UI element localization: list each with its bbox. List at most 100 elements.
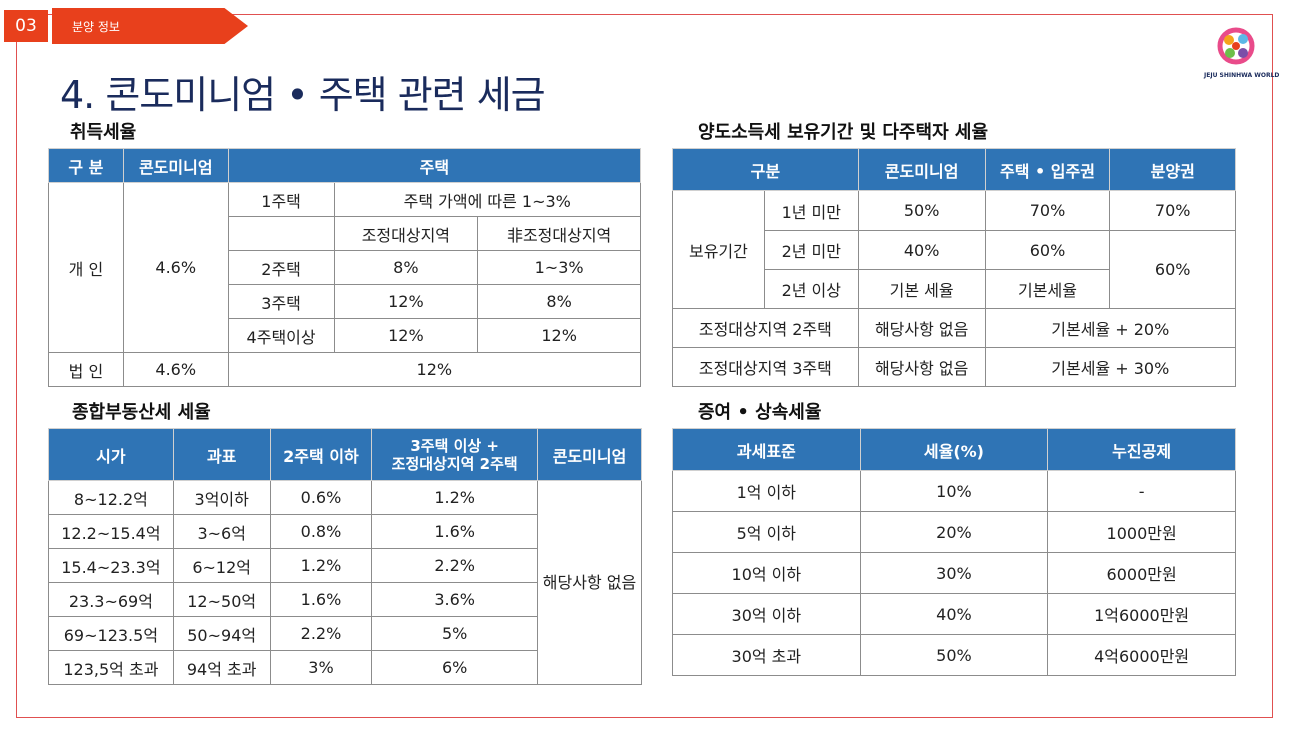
property-tax-table: 시가 과표 2주택 이하 3주택 이상 + 조정대상지역 2주택 콘도미니엄 8… bbox=[48, 428, 643, 685]
gift-tax-table: 과세표준 세율(%) 누진공제 1억 이하 10% - 5억 이하 20% 10… bbox=[672, 428, 1236, 676]
price-range: 8~12.2억 bbox=[48, 480, 174, 515]
house-count-label: 1주택 bbox=[227, 182, 335, 217]
house-rate: 기본세율 + 20% bbox=[984, 308, 1237, 348]
condo-not-applicable: 해당사항 없음 bbox=[536, 480, 643, 685]
header-line: 3주택 이상 + bbox=[410, 436, 499, 455]
col-header-price: 시가 bbox=[48, 428, 174, 481]
house-rate: 70% bbox=[984, 190, 1111, 231]
sub-header-non-adjusted: 非조정대상지역 bbox=[477, 216, 641, 251]
col-header-house: 주택 bbox=[227, 148, 642, 183]
deduction: - bbox=[1047, 470, 1236, 512]
price-range: 15.4~23.3억 bbox=[48, 548, 174, 583]
two-house-rate: 0.8% bbox=[269, 514, 373, 549]
rate-non-adjusted: 1~3% bbox=[477, 250, 641, 285]
tax-base: 6~12억 bbox=[172, 548, 271, 583]
acquisition-tax-table: 구 분 콘도미니엄 주택 개 인 4.6% 1주택 주택 가액에 따른 1~3%… bbox=[48, 148, 642, 387]
house-rate: 기본세율 + 30% bbox=[984, 347, 1237, 387]
two-house-rate: 1.2% bbox=[269, 548, 373, 583]
corporation-house-rate: 12% bbox=[227, 352, 642, 387]
three-house-rate: 6% bbox=[371, 650, 538, 685]
row-label-adjusted-2-houses: 조정대상지역 2주택 bbox=[672, 308, 859, 348]
row-label-adjusted-3-houses: 조정대상지역 3주택 bbox=[672, 347, 859, 387]
one-house-rate: 주택 가액에 따른 1~3% bbox=[333, 182, 641, 217]
three-house-rate: 1.2% bbox=[371, 480, 538, 515]
acquisition-tax-heading: 취득세율 bbox=[70, 122, 137, 143]
col-header-base: 과표 bbox=[172, 428, 271, 481]
rate-adjusted: 12% bbox=[333, 284, 479, 319]
tax-rate: 10% bbox=[859, 470, 1049, 512]
logo-text: JEJU SHINHWA WORLD bbox=[1204, 72, 1280, 79]
corporation-condo-rate: 4.6% bbox=[122, 352, 229, 387]
rate-non-adjusted: 12% bbox=[477, 318, 641, 353]
three-house-rate: 3.6% bbox=[371, 582, 538, 617]
slide-frame bbox=[16, 14, 1273, 718]
tax-base: 3억이하 bbox=[172, 480, 271, 515]
price-range: 123,5억 초과 bbox=[48, 650, 174, 685]
individual-condo-rate: 4.6% bbox=[122, 182, 229, 353]
deduction: 4억6000만원 bbox=[1047, 634, 1236, 676]
row-label-corporation: 법 인 bbox=[48, 352, 124, 387]
col-header-house: 주택 • 입주권 bbox=[984, 148, 1111, 191]
price-range: 23.3~69억 bbox=[48, 582, 174, 617]
deduction: 1억6000만원 bbox=[1047, 593, 1236, 635]
three-house-rate: 5% bbox=[371, 616, 538, 651]
tax-base: 3~6억 bbox=[172, 514, 271, 549]
tax-base: 30억 이하 bbox=[672, 593, 861, 635]
condo-rate: 기본 세율 bbox=[857, 269, 986, 309]
three-house-rate: 1.6% bbox=[371, 514, 538, 549]
page-title: 4. 콘도미니엄 • 주택 관련 세금 bbox=[60, 73, 546, 117]
page-number-badge: 03 bbox=[4, 10, 48, 42]
sub-header-adjusted: 조정대상지역 bbox=[333, 216, 479, 251]
col-header-three-houses: 3주택 이상 + 조정대상지역 2주택 bbox=[371, 428, 538, 481]
house-count-label: 3주택 bbox=[227, 284, 335, 319]
col-header-presale: 분양권 bbox=[1109, 148, 1236, 191]
row-label-holding-period: 보유기간 bbox=[672, 190, 765, 309]
house-count-label: 2주택 bbox=[227, 250, 335, 285]
condo-rate: 40% bbox=[857, 230, 986, 270]
presale-rate: 70% bbox=[1109, 190, 1236, 231]
tax-base: 30억 초과 bbox=[672, 634, 861, 676]
tax-base: 5억 이하 bbox=[672, 511, 861, 553]
section-label-banner: 분양 정보 bbox=[52, 8, 248, 44]
rate-adjusted: 8% bbox=[333, 250, 479, 285]
condo-rate: 해당사항 없음 bbox=[857, 347, 986, 387]
house-rate: 60% bbox=[984, 230, 1111, 270]
gift-tax-heading: 증여 • 상속세율 bbox=[698, 402, 822, 423]
condo-rate: 해당사항 없음 bbox=[857, 308, 986, 348]
house-rate: 기본세율 bbox=[984, 269, 1111, 309]
three-house-rate: 2.2% bbox=[371, 548, 538, 583]
two-house-rate: 2.2% bbox=[269, 616, 373, 651]
tax-rate: 30% bbox=[859, 552, 1049, 594]
logo-icon bbox=[1217, 27, 1255, 65]
two-house-rate: 1.6% bbox=[269, 582, 373, 617]
tax-rate: 50% bbox=[859, 634, 1049, 676]
col-header-type: 구분 bbox=[672, 148, 859, 191]
tax-rate: 20% bbox=[859, 511, 1049, 553]
condo-rate: 50% bbox=[857, 190, 986, 231]
tax-base: 12~50억 bbox=[172, 582, 271, 617]
rate-non-adjusted: 8% bbox=[477, 284, 641, 319]
property-tax-heading: 종합부동산세 세율 bbox=[72, 402, 211, 423]
transfer-tax-heading: 양도소득세 보유기간 및 다주택자 세율 bbox=[698, 122, 989, 143]
deduction: 6000만원 bbox=[1047, 552, 1236, 594]
col-header-type: 구 분 bbox=[48, 148, 124, 183]
transfer-tax-table: 구분 콘도미니엄 주택 • 입주권 분양권 보유기간 1년 미만 50% 70%… bbox=[672, 148, 1237, 387]
col-header-condo: 콘도미니엄 bbox=[122, 148, 229, 183]
col-header-rate: 세율(%) bbox=[859, 428, 1049, 471]
price-range: 69~123.5억 bbox=[48, 616, 174, 651]
tax-base: 50~94억 bbox=[172, 616, 271, 651]
period-label: 2년 미만 bbox=[763, 230, 859, 270]
col-header-tax-base: 과세표준 bbox=[672, 428, 861, 471]
row-label-individual: 개 인 bbox=[48, 182, 124, 353]
presale-rate: 60% bbox=[1109, 230, 1236, 309]
empty-cell bbox=[227, 216, 335, 251]
price-range: 12.2~15.4억 bbox=[48, 514, 174, 549]
col-header-condo: 콘도미니엄 bbox=[536, 428, 643, 481]
period-label: 2년 이상 bbox=[763, 269, 859, 309]
period-label: 1년 미만 bbox=[763, 190, 859, 231]
tax-base: 1억 이하 bbox=[672, 470, 861, 512]
two-house-rate: 0.6% bbox=[269, 480, 373, 515]
rate-adjusted: 12% bbox=[333, 318, 479, 353]
tax-rate: 40% bbox=[859, 593, 1049, 635]
col-header-condo: 콘도미니엄 bbox=[857, 148, 986, 191]
